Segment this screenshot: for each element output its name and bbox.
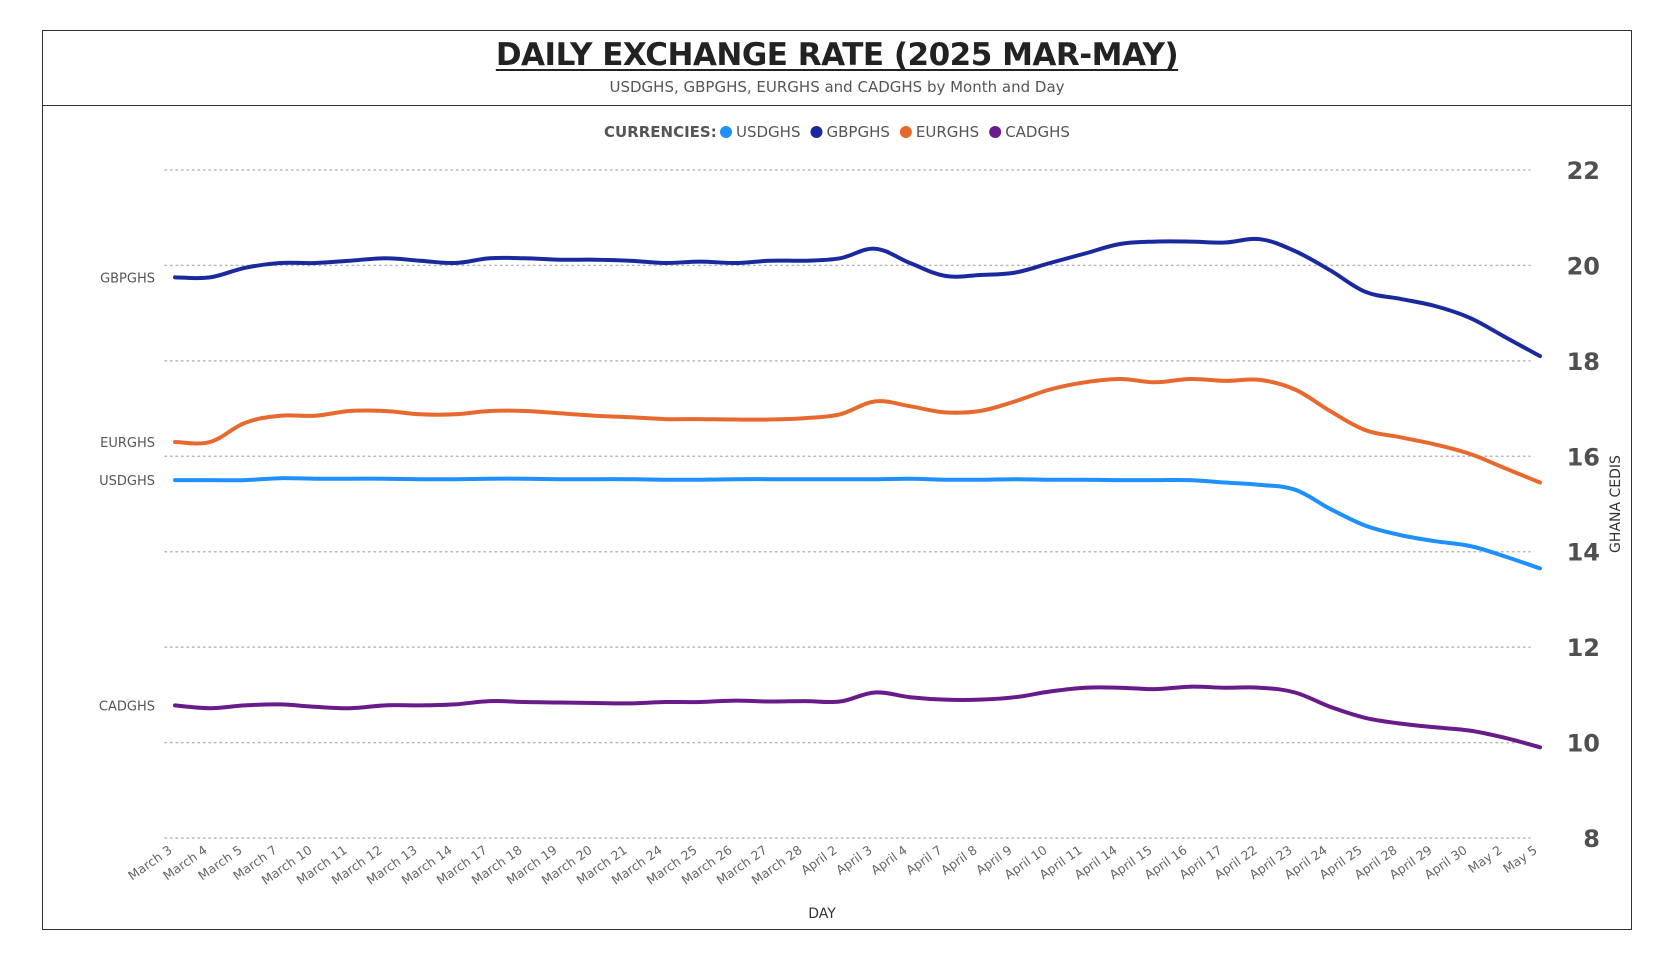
y-tick-label: 16 xyxy=(1567,443,1600,471)
x-tick-label: April 7 xyxy=(903,842,945,878)
legend-marker-cadghs xyxy=(989,126,1002,138)
series-line-cadghs xyxy=(173,684,1542,750)
x-tick-label: May 2 xyxy=(1465,842,1505,876)
x-tick-label: May 5 xyxy=(1500,842,1540,876)
chart-frame: DAILY EXCHANGE RATE (2025 MAR-MAY) USDGH… xyxy=(42,30,1632,930)
series-line-usdghs xyxy=(173,476,1542,571)
y-tick-label: 22 xyxy=(1567,157,1600,185)
legend-label-gbpghs: GBPGHS xyxy=(826,123,889,141)
y-tick-label: 8 xyxy=(1583,825,1600,853)
series-label-eurghs: EURGHS xyxy=(100,436,155,451)
y-tick-label: 20 xyxy=(1567,252,1600,280)
legend-title: CURRENCIES: xyxy=(604,123,717,141)
series-label-cadghs: CADGHS xyxy=(99,699,155,714)
x-tick-label: April 8 xyxy=(938,842,980,878)
legend-label-usdghs: USDGHS xyxy=(736,123,800,141)
y-tick-label: 14 xyxy=(1567,539,1600,567)
legend-label-cadghs: CADGHS xyxy=(1005,123,1070,141)
series-label-gbpghs: GBPGHS xyxy=(100,271,155,286)
x-tick-label: April 2 xyxy=(798,842,840,878)
x-tick-label: April 4 xyxy=(868,842,910,878)
chart-subtitle: USDGHS, GBPGHS, EURGHS and CADGHS by Mon… xyxy=(609,78,1065,96)
y-tick-label: 12 xyxy=(1567,634,1600,662)
legend-marker-usdghs xyxy=(720,126,732,138)
series-line-eurghs xyxy=(173,376,1542,485)
series-label-usdghs: USDGHS xyxy=(99,474,155,489)
legend-label-eurghs: EURGHS xyxy=(916,123,979,141)
chart-title: DAILY EXCHANGE RATE (2025 MAR-MAY) xyxy=(495,37,1179,73)
series-line-gbpghs xyxy=(173,236,1542,359)
legend-marker-gbpghs xyxy=(810,126,823,138)
y-tick-label: 10 xyxy=(1567,730,1600,758)
y-tick-label: 18 xyxy=(1567,348,1600,376)
legend-marker-eurghs xyxy=(899,126,912,138)
x-axis-title: DAY xyxy=(808,906,836,922)
x-tick-label: April 3 xyxy=(833,842,875,878)
title-bar: DAILY EXCHANGE RATE (2025 MAR-MAY) USDGH… xyxy=(43,31,1631,106)
y-axis-title: GHANA CEDIS xyxy=(1608,455,1624,553)
